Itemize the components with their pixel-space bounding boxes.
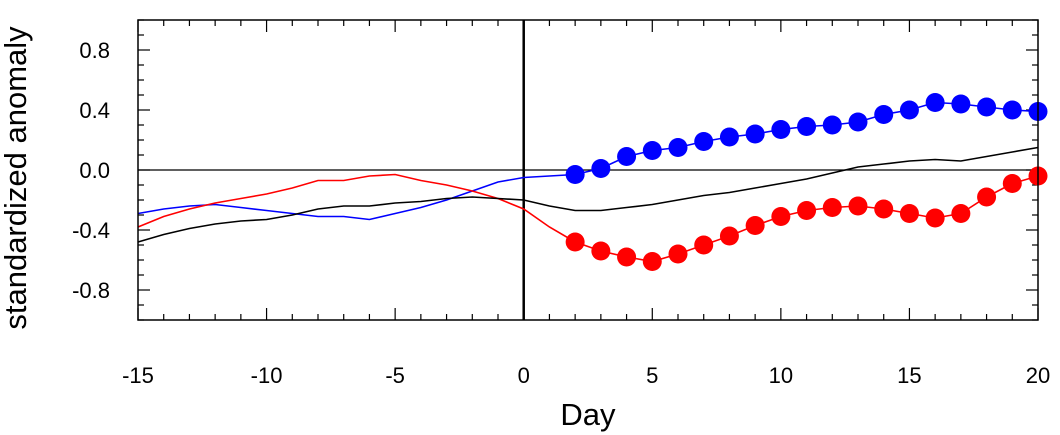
series-3 — [137, 146, 1039, 243]
data-point — [617, 247, 637, 267]
series-layer — [137, 93, 1048, 271]
data-point — [591, 241, 611, 261]
data-point — [874, 105, 894, 124]
data-point — [719, 127, 739, 147]
data-point — [771, 207, 791, 226]
x-tick-label: 10 — [769, 363, 793, 388]
data-point — [951, 204, 971, 223]
data-point — [745, 124, 765, 144]
data-point — [591, 159, 611, 178]
series-line — [137, 146, 1039, 243]
x-tick-label: 15 — [897, 363, 921, 388]
y-tick-label: 0.4 — [79, 98, 110, 123]
data-point — [925, 93, 945, 112]
data-point — [668, 138, 688, 157]
data-point — [642, 141, 662, 160]
data-point — [565, 232, 585, 252]
data-point — [745, 216, 765, 235]
x-tick-label: -5 — [385, 363, 405, 388]
data-point — [694, 235, 714, 255]
axis-ticks — [137, 19, 1039, 321]
data-point — [694, 132, 714, 151]
series-1 — [137, 93, 1048, 221]
data-point — [719, 226, 739, 246]
plot-frame — [137, 19, 1039, 321]
x-tick-label: 5 — [646, 363, 658, 388]
data-point — [797, 117, 817, 136]
data-point — [848, 196, 868, 216]
y-tick-label: 0.8 — [79, 38, 110, 63]
x-tick-label: -15 — [122, 363, 154, 388]
y-tick-label: 0.0 — [79, 158, 110, 183]
y-tick-label: -0.4 — [72, 218, 110, 243]
series-2 — [137, 166, 1048, 271]
data-point — [822, 115, 842, 135]
data-point — [668, 244, 688, 264]
data-point — [642, 252, 662, 271]
data-point — [771, 120, 791, 139]
y-tick-label: -0.8 — [72, 278, 110, 303]
data-point — [899, 100, 919, 120]
x-tick-label: 20 — [1026, 363, 1050, 388]
data-point — [565, 165, 585, 184]
data-point — [874, 199, 894, 219]
x-tick-label: 0 — [518, 363, 530, 388]
x-axis-title: Day — [560, 397, 616, 432]
data-point — [797, 201, 817, 220]
data-point — [951, 94, 971, 114]
data-point — [848, 112, 868, 132]
data-point — [1002, 100, 1022, 120]
y-tick-labels: -0.8 -0.4 0.0 0.4 0.8 — [72, 38, 110, 303]
data-point — [1002, 174, 1022, 193]
reference-lines — [138, 20, 1038, 320]
data-point — [617, 147, 637, 166]
data-point — [977, 187, 997, 207]
data-point — [899, 204, 919, 223]
y-axis-title: standardized anomaly — [0, 26, 33, 330]
x-tick-label: -10 — [251, 363, 283, 388]
data-point — [925, 208, 945, 228]
data-point — [977, 97, 997, 117]
x-tick-labels: -15 -10 -5 0 5 10 15 20 — [122, 363, 1050, 388]
data-point — [822, 198, 842, 217]
